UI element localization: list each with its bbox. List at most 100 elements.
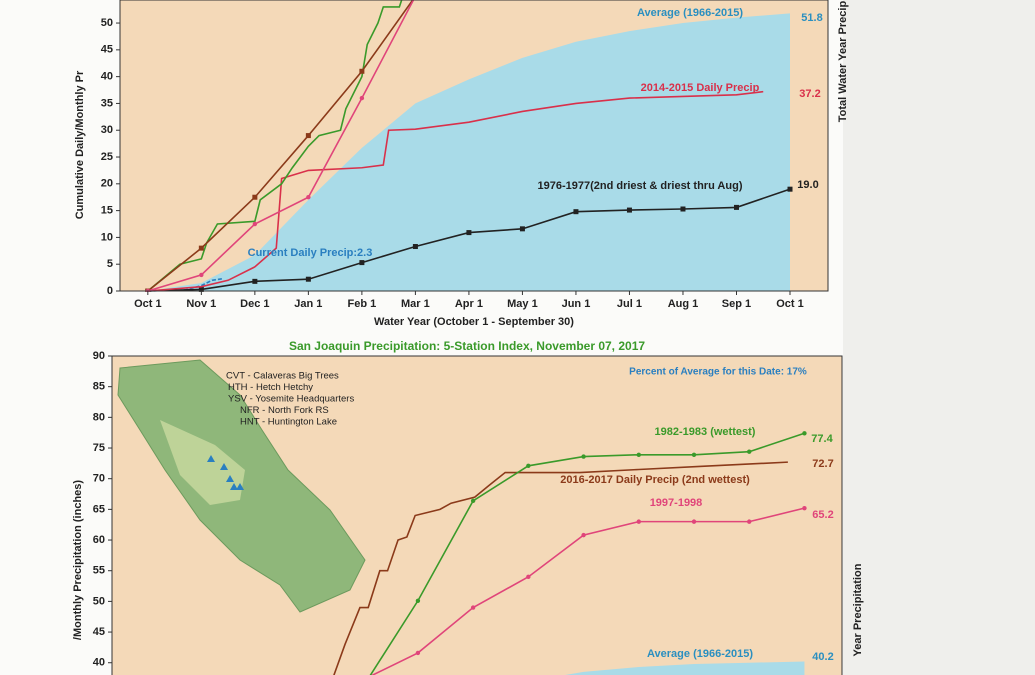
x-tick-label: Nov 1 — [186, 298, 216, 310]
series-label: 1982-1983 (wettest) — [655, 426, 756, 438]
marker — [359, 95, 365, 101]
y-tick-label: 50 — [93, 595, 105, 607]
y-tick-label: 35 — [101, 97, 113, 109]
marker — [359, 260, 365, 266]
x-tick-label: Oct 1 — [134, 298, 162, 310]
line — [333, 461, 788, 675]
y-tick-label: 50 — [101, 17, 113, 29]
x-tick-label: Feb 1 — [348, 298, 377, 310]
series-label: Current Daily Precip:2.3 — [248, 247, 373, 259]
x-tick-label: Aug 1 — [668, 298, 699, 310]
marker — [747, 519, 752, 524]
y-tick-label: 90 — [93, 350, 105, 362]
marker — [691, 452, 697, 457]
marker — [581, 532, 586, 538]
marker — [252, 194, 258, 200]
scan-margin — [843, 0, 1035, 675]
line — [147, 0, 415, 292]
value-label: 37.2 — [799, 88, 820, 100]
marker — [626, 207, 632, 213]
marker — [802, 431, 807, 436]
map-legend: NFR - North Fork RS — [240, 405, 329, 416]
marker — [415, 598, 421, 603]
marker — [691, 519, 697, 524]
y-tick-label: 25 — [101, 151, 113, 163]
map-legend: YSV - Yosemite Headquarters — [228, 394, 354, 405]
value-label: 72.7 — [812, 458, 833, 470]
y-axis-label: /Monthly Precipitation (inches) — [72, 480, 84, 640]
map-legend: HTH - Hetch Hetchy — [228, 382, 313, 393]
marker — [198, 245, 204, 251]
y-tick-label: 65 — [93, 503, 105, 515]
x-tick-label: Mar 1 — [401, 298, 430, 310]
series-label: 1976-1977(2nd driest & driest thru Aug) — [538, 180, 743, 192]
marker — [636, 519, 641, 524]
y-tick-label: 5 — [107, 258, 113, 270]
marker — [747, 449, 752, 454]
x-tick-label: Jul 1 — [617, 298, 642, 310]
marker — [359, 68, 365, 74]
marker — [526, 463, 531, 469]
series-label: Average (1966-2015) — [637, 7, 743, 19]
line — [147, 0, 414, 292]
y-tick-label: 10 — [101, 231, 113, 243]
y-tick-label: 55 — [93, 565, 105, 577]
plot-area — [117, 359, 807, 675]
y-axis-label: Cumulative Daily/Monthly Pr — [74, 70, 86, 219]
x-tick-label: May 1 — [507, 298, 538, 310]
plot-frame — [119, 0, 829, 292]
value-label: 19.0 — [797, 179, 818, 191]
marker — [787, 186, 793, 192]
y2-axis-label: Year Precipitation — [852, 563, 864, 656]
marker — [198, 286, 204, 292]
x-tick-label: Oct 1 — [776, 298, 804, 310]
x-tick-label: Sep 1 — [722, 298, 751, 310]
marker — [412, 244, 418, 250]
map-valley — [160, 420, 245, 505]
value-label: 77.4 — [811, 433, 833, 445]
marker — [305, 133, 311, 139]
area — [528, 661, 805, 675]
marker — [252, 278, 258, 284]
series-label: 1997-1998 — [650, 497, 703, 509]
y-tick-label: 70 — [93, 473, 105, 485]
marker — [199, 272, 204, 278]
marker — [519, 226, 525, 232]
marker — [636, 452, 641, 457]
x-tick-label: Dec 1 — [240, 298, 269, 310]
y-tick-label: 75 — [93, 442, 105, 454]
y-tick-label: 40 — [93, 657, 105, 669]
marker — [252, 221, 258, 227]
series-label: 2014-2015 Daily Precip — [641, 82, 760, 94]
y-tick-label: 45 — [101, 44, 113, 56]
marker — [466, 230, 472, 236]
series-label: 2016-2017 Daily Precip (2nd wettest) — [560, 474, 750, 486]
chart-subtitle: Percent of Average for this Date: 17% — [629, 367, 807, 378]
y-tick-label: 15 — [101, 205, 113, 217]
plot-frame — [111, 355, 843, 675]
value-label: 51.8 — [801, 12, 822, 24]
y-tick-label: 0 — [107, 285, 113, 297]
chart-title: San Joaquin Precipitation: 5-Station Ind… — [289, 339, 645, 353]
x-tick-label: Jan 1 — [294, 298, 322, 310]
y-tick-label: 80 — [93, 411, 105, 423]
line — [147, 90, 764, 292]
marker — [415, 650, 421, 656]
marker — [680, 206, 686, 212]
x-tick-label: Jun 1 — [562, 298, 591, 310]
marker — [305, 276, 311, 282]
marker — [306, 195, 311, 200]
y-tick-label: 60 — [93, 534, 105, 546]
area — [147, 13, 791, 291]
y-tick-label: 85 — [93, 381, 105, 393]
x-axis-label: Water Year (October 1 - September 30) — [374, 316, 574, 328]
marker — [526, 574, 531, 580]
station-markers — [207, 455, 244, 490]
value-label: 65.2 — [812, 509, 833, 521]
y2-axis-label: Total Water Year Precipi — [837, 0, 849, 122]
series-label: Average (1966-2015) — [647, 648, 753, 660]
marker — [733, 204, 739, 210]
y-tick-label: 20 — [101, 178, 113, 190]
marker — [470, 498, 476, 503]
